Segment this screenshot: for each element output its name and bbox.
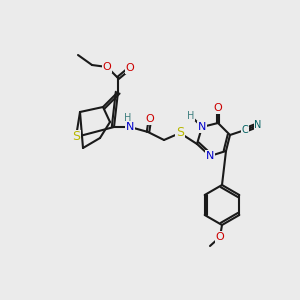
Text: H: H xyxy=(187,111,195,121)
Text: O: O xyxy=(216,232,224,242)
Text: O: O xyxy=(146,114,154,124)
Text: N: N xyxy=(254,120,262,130)
Text: S: S xyxy=(176,127,184,140)
Text: N: N xyxy=(126,122,134,132)
Text: C: C xyxy=(242,125,248,135)
Text: S: S xyxy=(72,130,80,143)
Text: O: O xyxy=(103,62,111,72)
Text: O: O xyxy=(126,63,134,73)
Text: H: H xyxy=(124,113,132,123)
Text: N: N xyxy=(198,122,206,132)
Text: N: N xyxy=(206,151,214,161)
Text: O: O xyxy=(214,103,222,113)
